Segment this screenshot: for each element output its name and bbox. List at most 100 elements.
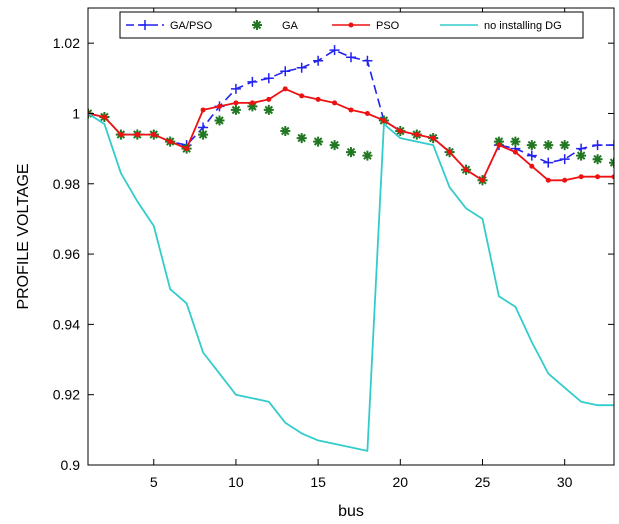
legend: GA/PSO GA PSO no installing DG bbox=[119, 11, 584, 39]
data-point bbox=[346, 52, 356, 63]
data-point bbox=[233, 100, 239, 106]
data-point bbox=[592, 154, 603, 165]
data-point bbox=[263, 104, 274, 115]
x-tick-label: 25 bbox=[475, 474, 491, 490]
legend-marker bbox=[348, 22, 354, 28]
data-point bbox=[493, 136, 504, 147]
data-point bbox=[198, 129, 209, 140]
data-point bbox=[348, 107, 354, 113]
data-point bbox=[280, 126, 291, 136]
data-point bbox=[217, 103, 222, 109]
data-point bbox=[101, 114, 107, 120]
data-point bbox=[526, 140, 537, 151]
data-point bbox=[329, 45, 340, 56]
data-point bbox=[184, 146, 190, 152]
axes-layer: 5 10 15 20 25 30 0.9 0.92 0.94 0.96 0.98 1 1.02 bbox=[53, 7, 615, 490]
legend-item-3: no installing DG bbox=[440, 20, 562, 32]
data-point bbox=[200, 107, 206, 113]
data-point bbox=[381, 117, 387, 123]
y-tick-label: 0.92 bbox=[53, 387, 80, 403]
data-point bbox=[595, 174, 601, 180]
data-point bbox=[512, 149, 518, 155]
data-point bbox=[364, 110, 370, 116]
data-point bbox=[266, 96, 272, 102]
data-point bbox=[592, 140, 603, 151]
data-point bbox=[510, 136, 521, 147]
legend-label: GA bbox=[282, 20, 299, 32]
data-point bbox=[214, 115, 225, 126]
series-line bbox=[88, 112, 614, 452]
x-tick-label: 15 bbox=[310, 474, 326, 490]
plot-background bbox=[88, 8, 614, 465]
x-tick-label: 5 bbox=[150, 474, 158, 490]
legend-label: PSO bbox=[376, 20, 400, 32]
data-point bbox=[609, 140, 614, 151]
data-point bbox=[578, 174, 584, 180]
x-tick-label: 30 bbox=[557, 474, 573, 490]
data-point bbox=[362, 150, 373, 161]
plot-frame bbox=[87, 7, 615, 466]
data-point bbox=[299, 93, 305, 99]
data-point bbox=[463, 167, 469, 173]
data-point bbox=[543, 157, 554, 168]
data-point bbox=[263, 73, 274, 84]
x-tick-label: 10 bbox=[228, 474, 244, 490]
data-point bbox=[545, 177, 551, 183]
data-point bbox=[332, 100, 338, 106]
data-point bbox=[282, 86, 288, 92]
y-tick-label: 1.02 bbox=[53, 35, 80, 51]
legend-item-2: PSO bbox=[332, 20, 400, 32]
y-tick-label: 0.94 bbox=[53, 316, 80, 332]
data-point bbox=[247, 76, 258, 87]
data-point bbox=[134, 132, 140, 138]
data-point bbox=[362, 55, 373, 66]
data-point bbox=[313, 55, 324, 66]
data-point bbox=[526, 150, 537, 161]
data-point bbox=[230, 104, 241, 115]
plot-area bbox=[88, 8, 614, 465]
data-point bbox=[447, 149, 453, 155]
data-point bbox=[296, 133, 307, 144]
data-point bbox=[249, 100, 255, 106]
x-tick-label: 20 bbox=[393, 474, 409, 490]
y-tick-label: 0.96 bbox=[53, 246, 80, 262]
y-tick-label: 0.9 bbox=[61, 457, 81, 473]
legend-marker bbox=[252, 20, 262, 30]
data-point bbox=[430, 135, 436, 141]
legend-item-0: GA/PSO bbox=[126, 20, 213, 32]
data-point bbox=[118, 132, 124, 138]
data-point bbox=[329, 140, 340, 151]
data-point bbox=[167, 139, 173, 145]
y-tick-label: 1 bbox=[72, 105, 80, 121]
data-point bbox=[496, 142, 502, 148]
legend-label: GA/PSO bbox=[170, 20, 213, 32]
data-point bbox=[151, 132, 157, 138]
data-point bbox=[230, 83, 241, 94]
legend-marker bbox=[140, 20, 150, 30]
data-point bbox=[414, 132, 420, 138]
data-point bbox=[280, 66, 291, 77]
y-tick-label: 0.98 bbox=[53, 176, 80, 192]
legend-label: no installing DG bbox=[484, 20, 562, 32]
y-axis-label: PROFILE VOLTAGE bbox=[15, 163, 32, 309]
series-3 bbox=[88, 112, 614, 452]
data-point bbox=[247, 101, 258, 112]
data-point bbox=[576, 150, 587, 161]
data-point bbox=[313, 136, 324, 147]
data-point bbox=[559, 154, 570, 165]
data-point bbox=[562, 177, 568, 183]
series-layer bbox=[88, 45, 614, 452]
data-point bbox=[346, 147, 356, 158]
data-point bbox=[315, 96, 321, 102]
series-2 bbox=[88, 86, 614, 183]
data-point bbox=[480, 177, 485, 183]
data-point bbox=[559, 140, 570, 151]
x-axis-label: bus bbox=[338, 503, 364, 520]
data-point bbox=[529, 163, 535, 169]
data-point bbox=[397, 128, 403, 134]
data-point bbox=[611, 174, 614, 180]
legend-item-1: GA bbox=[252, 20, 299, 32]
data-point bbox=[543, 140, 554, 151]
data-point bbox=[296, 62, 307, 73]
